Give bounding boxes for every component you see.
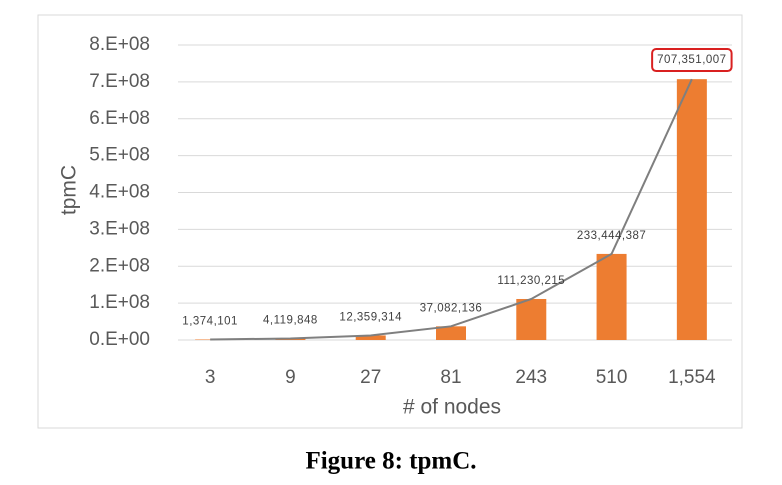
x-tick-label: 27 [360,367,381,388]
bar [516,298,547,340]
x-tick-label: 81 [440,367,461,388]
data-label: 233,444,387 [577,230,646,242]
bar [596,253,627,340]
y-tick-label: 2.E+08 [89,255,150,276]
data-label: 12,359,314 [339,311,402,323]
data-label: 1,374,101 [182,316,238,328]
x-tick-label: 510 [596,367,628,388]
y-tick-label: 1.E+08 [89,292,150,313]
y-tick-label: 6.E+08 [89,108,150,129]
bar [676,79,707,341]
x-tick-label: 1,554 [668,367,716,388]
x-tick-label: 243 [515,367,547,388]
bar [436,326,466,340]
y-tick-label: 0.E+00 [89,329,150,350]
bar [355,335,386,340]
bar [195,339,226,340]
data-label: 707,351,007 [657,54,726,66]
x-tick-label: 3 [205,367,216,388]
data-label: 37,082,136 [420,302,483,314]
trend-line [210,78,693,341]
y-tick-label: 3.E+08 [89,218,150,239]
y-tick-label: 7.E+08 [89,71,150,92]
y-axis-title: tpmC [58,165,81,215]
caption: Figure 8: tpmC. [305,448,476,475]
chart-frame [37,14,743,429]
x-tick-label: 9 [285,367,296,388]
highlight-box [651,48,733,73]
data-label: 4,119,848 [263,315,318,327]
data-label: 111,230,215 [497,275,565,287]
x-axis-title: # of nodes [403,396,501,419]
y-tick-label: 8.E+08 [89,34,150,55]
y-tick-label: 5.E+08 [89,145,150,166]
y-tick-label: 4.E+08 [89,182,150,203]
